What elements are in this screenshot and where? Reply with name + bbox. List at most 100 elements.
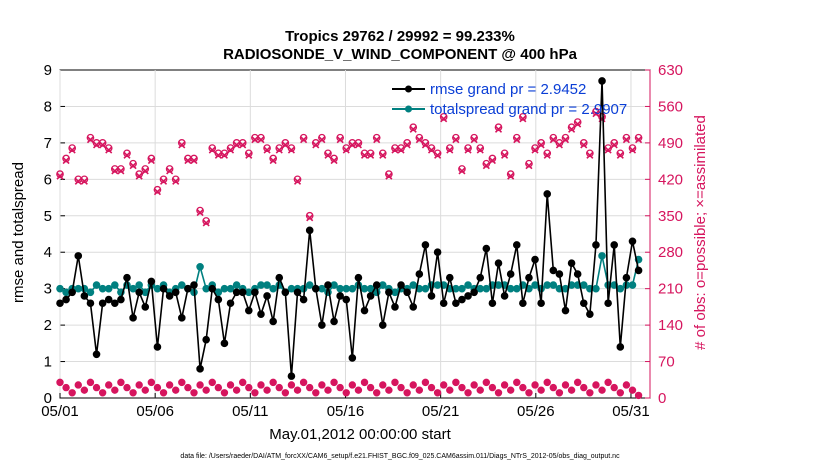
- obs-low-marker: [135, 381, 143, 389]
- obs-assimilated-marker: [452, 136, 460, 144]
- y-tick-label-right: 70: [658, 354, 675, 371]
- obs-assimilated-marker: [507, 172, 515, 180]
- rmse-point: [147, 277, 156, 286]
- totalspread-point: [628, 281, 637, 289]
- obs-low-marker: [567, 386, 576, 394]
- rmse-point: [336, 292, 344, 300]
- obs-possible-marker: [598, 113, 606, 121]
- obs-assimilated-marker: [74, 177, 82, 185]
- obs-assimilated-marker: [470, 136, 478, 144]
- rmse-point: [403, 288, 411, 297]
- obs-low-marker: [598, 386, 606, 394]
- rmse-point: [391, 303, 399, 311]
- rmse-point: [586, 310, 594, 318]
- obs-assimilated-marker: [525, 162, 533, 170]
- obs-assimilated-marker: [196, 209, 204, 217]
- rmse-point: [427, 292, 436, 300]
- y-tick-label-right: 630: [658, 62, 683, 79]
- totalspread-point: [409, 281, 418, 289]
- obs-low-marker: [604, 378, 612, 387]
- rmse-point: [543, 190, 552, 198]
- rmse-line: [59, 80, 640, 377]
- obs-assimilated-marker: [604, 146, 612, 154]
- obs-possible-marker: [330, 154, 338, 163]
- totalspread-point: [531, 281, 539, 289]
- obs-low-marker: [592, 381, 600, 389]
- rmse-point: [512, 241, 521, 249]
- rmse-point: [348, 354, 357, 362]
- totalspread-point: [458, 284, 466, 293]
- chart-title-line1: Tropics 29762 / 29992 = 99.233%: [285, 28, 515, 45]
- rmse-point: [202, 335, 210, 344]
- obs-possible-marker: [305, 211, 314, 220]
- obs-low-marker: [543, 378, 551, 387]
- obs-low-marker: [415, 386, 424, 394]
- obs-possible-marker: [537, 139, 545, 147]
- obs-possible-marker: [62, 154, 70, 163]
- totalspread-point: [269, 284, 277, 293]
- obs-assimilated-marker: [226, 146, 235, 154]
- rmse-point: [488, 299, 497, 308]
- rmse-point: [238, 288, 247, 297]
- obs-low-marker: [117, 378, 125, 387]
- obs-assimilated-marker: [233, 141, 241, 149]
- obs-possible-marker: [506, 170, 515, 178]
- rmse-point: [415, 270, 424, 278]
- obs-assimilated-marker: [184, 156, 192, 165]
- obs-possible-marker: [159, 175, 168, 184]
- obs-low-marker: [86, 378, 95, 387]
- obs-low-marker: [555, 389, 564, 397]
- rmse-point: [86, 299, 95, 308]
- obs-possible-marker: [177, 139, 186, 147]
- rmse-point: [628, 237, 637, 246]
- obs-assimilated-marker: [574, 120, 582, 128]
- obs-assimilated-marker: [202, 219, 210, 227]
- rmse-point: [159, 284, 168, 293]
- obs-possible-marker: [421, 139, 430, 147]
- chart-title-line2: RADIOSONDE_V_WIND_COMPONENT @ 400 hPa: [223, 46, 577, 63]
- obs-low-marker: [573, 378, 582, 387]
- obs-low-marker: [482, 378, 491, 387]
- obs-possible-marker: [415, 133, 424, 142]
- obs-assimilated-marker: [269, 156, 277, 165]
- rmse-point: [208, 284, 217, 293]
- rmse-point: [68, 288, 76, 297]
- obs-assimilated-marker: [427, 146, 436, 154]
- obs-possible-marker: [604, 144, 612, 152]
- rmse-point: [123, 273, 131, 282]
- rmse-point: [62, 295, 70, 304]
- rmse-point: [445, 273, 454, 282]
- rmse-point: [372, 281, 381, 289]
- rmse-point: [196, 365, 204, 373]
- obs-low-marker: [336, 383, 344, 392]
- rmse-point: [561, 306, 570, 315]
- obs-possible-marker: [470, 133, 478, 142]
- totalspread-point: [111, 281, 119, 289]
- rmse-point: [111, 299, 119, 308]
- obs-low-marker: [385, 386, 393, 394]
- obs-possible-marker: [494, 123, 503, 132]
- obs-assimilated-marker: [275, 146, 283, 154]
- obs-assimilated-marker: [580, 141, 588, 149]
- rmse-point: [567, 259, 576, 267]
- obs-assimilated-marker: [379, 151, 387, 159]
- obs-assimilated-marker: [166, 167, 174, 175]
- obs-low-marker: [208, 378, 216, 387]
- obs-assimilated-marker: [293, 177, 302, 185]
- obs-assimilated-marker: [220, 151, 229, 159]
- obs-low-marker: [616, 389, 625, 397]
- obs-assimilated-marker: [555, 141, 563, 149]
- rmse-point: [214, 295, 223, 304]
- obs-low-marker: [342, 389, 350, 397]
- obs-low-marker: [500, 381, 509, 389]
- obs-low-marker: [269, 378, 277, 387]
- obs-possible-marker: [269, 154, 278, 163]
- obs-low-marker: [165, 381, 174, 389]
- obs-possible-marker: [433, 149, 442, 158]
- obs-assimilated-marker: [586, 151, 594, 159]
- obs-assimilated-marker: [300, 136, 308, 144]
- obs-low-marker: [397, 383, 405, 392]
- obs-assimilated-marker: [239, 141, 247, 149]
- obs-low-marker: [293, 386, 302, 394]
